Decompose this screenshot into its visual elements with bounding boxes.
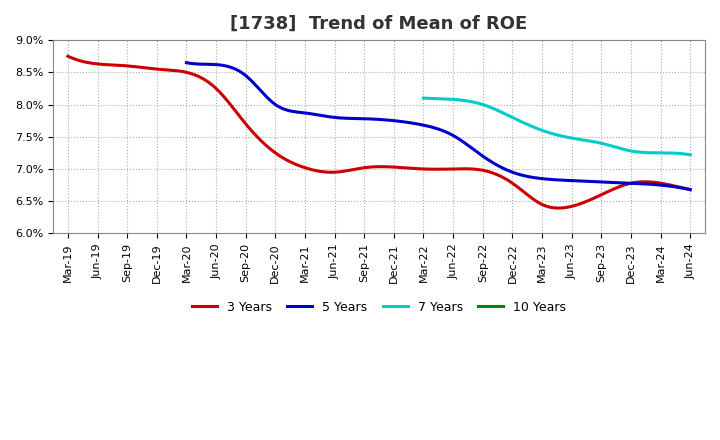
3 Years — [554, 205, 563, 211]
5 Years — [639, 181, 647, 187]
5 Years — [490, 161, 499, 166]
3 Years — [590, 195, 599, 201]
Line: 7 Years: 7 Years — [423, 98, 690, 155]
3 Years — [686, 187, 695, 192]
3 Years — [630, 180, 639, 185]
Legend: 3 Years, 5 Years, 7 Years, 10 Years: 3 Years, 5 Years, 7 Years, 10 Years — [186, 294, 572, 320]
7 Years — [577, 137, 585, 142]
5 Years — [182, 60, 191, 65]
5 Years — [686, 187, 695, 192]
Line: 5 Years: 5 Years — [186, 62, 690, 190]
3 Years — [66, 55, 74, 60]
Line: 3 Years: 3 Years — [68, 56, 690, 208]
Title: [1738]  Trend of Mean of ROE: [1738] Trend of Mean of ROE — [230, 15, 528, 33]
7 Years — [420, 95, 428, 101]
7 Years — [582, 138, 591, 143]
7 Years — [644, 150, 652, 155]
5 Years — [482, 156, 490, 161]
3 Years — [63, 54, 72, 59]
7 Years — [578, 137, 587, 143]
7 Years — [419, 95, 428, 101]
7 Years — [661, 150, 670, 156]
5 Years — [607, 180, 616, 185]
5 Years — [480, 155, 489, 160]
3 Years — [444, 166, 453, 172]
5 Years — [184, 60, 192, 66]
3 Years — [434, 167, 443, 172]
7 Years — [686, 152, 695, 158]
3 Years — [432, 167, 441, 172]
